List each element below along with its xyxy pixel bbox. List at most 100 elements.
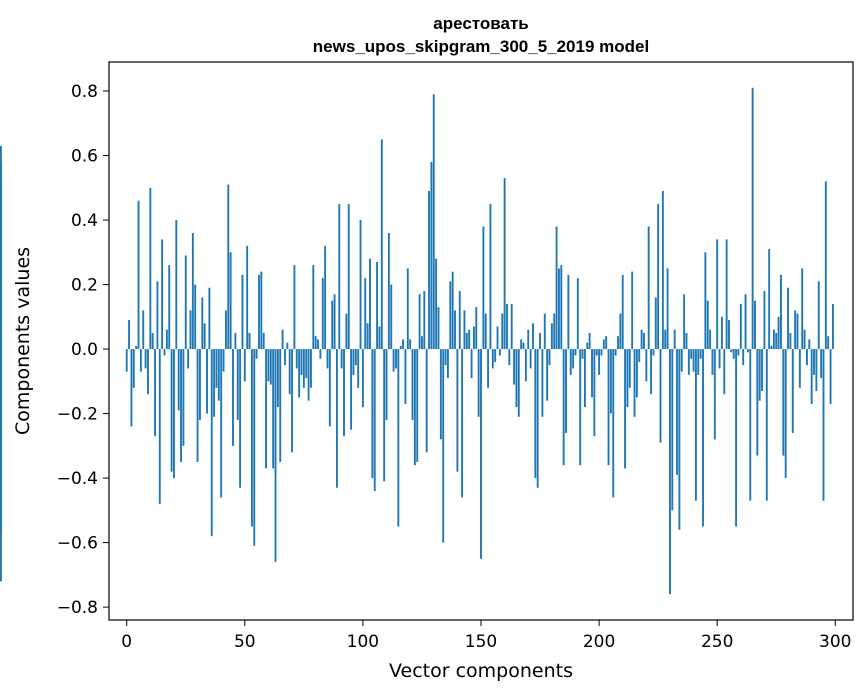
bar-118 (404, 349, 407, 404)
bar-188 (569, 349, 572, 375)
bar-217 (638, 349, 641, 362)
bar-14 (158, 349, 161, 504)
bar-108 (380, 139, 383, 350)
x-tick-label: 300 (819, 632, 851, 652)
bar-244 (702, 349, 704, 527)
bar-200 (598, 349, 601, 375)
bar-50 (243, 349, 246, 382)
bar-287 (803, 329, 806, 350)
bar-276 (777, 316, 780, 350)
bar-215 (633, 349, 636, 417)
bar-16 (163, 349, 166, 356)
bar-130 (432, 94, 435, 350)
bar-269 (761, 349, 764, 391)
bar-17 (165, 329, 168, 350)
bar-199 (595, 349, 598, 356)
bar-261 (742, 349, 745, 366)
bar-219 (643, 332, 645, 350)
bar-undefined (0, 349, 2, 362)
bar-85 (326, 349, 329, 369)
bar-32 (201, 297, 204, 350)
bar-13 (156, 281, 159, 350)
bar-28 (191, 232, 194, 350)
bar-182 (555, 226, 558, 350)
bar-139 (454, 310, 456, 350)
bar-53 (250, 349, 253, 527)
bar-195 (586, 342, 589, 350)
bar-124 (418, 294, 421, 350)
bar-210 (621, 274, 624, 350)
bar-89 (335, 349, 338, 488)
bar-170 (527, 329, 530, 350)
bar-5 (137, 200, 140, 350)
bar-40 (220, 349, 223, 498)
bar-249 (713, 349, 716, 440)
bar-115 (397, 349, 400, 527)
y-axis-label: Components values (12, 247, 34, 435)
bar-255 (728, 320, 730, 350)
bar-280 (787, 287, 789, 350)
bar-4 (135, 345, 138, 350)
bar-2 (130, 349, 133, 427)
bar-167 (520, 339, 523, 350)
bar-189 (572, 349, 575, 369)
bar-227 (661, 191, 664, 350)
bar-129 (430, 161, 433, 350)
bar-15 (161, 239, 164, 350)
bar-183 (557, 268, 560, 350)
bar-174 (536, 349, 539, 488)
bar-198 (593, 349, 596, 437)
bar-172 (532, 323, 534, 350)
bar-158 (498, 349, 501, 356)
bar-207 (614, 349, 617, 356)
bar-49 (241, 274, 244, 350)
chart-subtitle: news_upos_skipgram_300_5_2019 model (313, 37, 649, 56)
bar-266 (754, 300, 756, 350)
bar-87 (331, 300, 334, 350)
bar-undefined (0, 165, 2, 350)
bar-103 (369, 258, 371, 350)
bar-253 (723, 349, 726, 395)
x-tick-label: 200 (583, 632, 615, 652)
bar-289 (808, 339, 811, 350)
bar-257 (732, 349, 735, 359)
bar-46 (234, 332, 237, 350)
bar-282 (791, 349, 794, 433)
bar-285 (798, 349, 801, 388)
bar-105 (373, 349, 376, 491)
bar-175 (539, 332, 541, 350)
bar-67 (284, 349, 286, 366)
bar-247 (709, 329, 712, 350)
bar-290 (810, 349, 813, 404)
y-tick-label: −0.6 (57, 534, 98, 554)
bar-149 (477, 349, 480, 417)
bar-214 (631, 271, 634, 350)
x-tick-label: 50 (234, 632, 256, 652)
y-tick-label: −0.2 (57, 405, 98, 425)
bar-153 (487, 349, 490, 388)
bar-268 (758, 349, 761, 401)
bar-297 (827, 336, 830, 350)
bar-141 (458, 291, 461, 350)
bar-94 (347, 203, 350, 350)
x-tick-label: 0 (121, 632, 132, 652)
x-tick-label: 100 (347, 632, 379, 652)
bar-185 (562, 349, 565, 466)
bar-216 (635, 349, 638, 398)
x-tick-label: 250 (701, 632, 733, 652)
bar-264 (749, 349, 752, 501)
bar-101 (364, 278, 367, 350)
bar-237 (685, 332, 688, 350)
bar-7 (142, 310, 145, 350)
bar-36 (210, 349, 213, 537)
bar-230 (669, 349, 671, 595)
bar-83 (321, 278, 324, 350)
bar-0 (125, 349, 128, 372)
bar-22 (177, 349, 180, 411)
bar-121 (411, 349, 414, 421)
bar-142 (461, 349, 464, 498)
bar-72 (295, 349, 298, 369)
bar-48 (239, 349, 242, 488)
bar-135 (444, 349, 447, 366)
bar-120 (409, 339, 412, 350)
